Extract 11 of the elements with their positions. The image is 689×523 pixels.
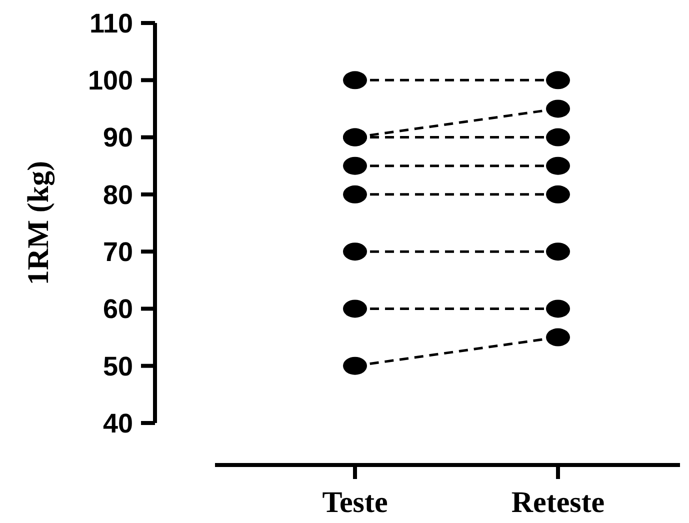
y-tick-label: 60 [102, 294, 133, 324]
y-tick-label: 40 [102, 408, 133, 438]
x-tick-label: Reteste [511, 486, 605, 519]
y-tick-label: 50 [102, 351, 133, 382]
y-tick-label: 100 [88, 66, 133, 96]
x-tick-label: Teste [322, 486, 388, 519]
y-axis-title: 1RM (kg) [22, 160, 55, 286]
y-tick-label: 90 [102, 122, 133, 153]
y-tick-label: 110 [89, 8, 133, 38]
y-tick-label: 80 [102, 180, 133, 210]
y-tick-label: 70 [102, 237, 133, 268]
